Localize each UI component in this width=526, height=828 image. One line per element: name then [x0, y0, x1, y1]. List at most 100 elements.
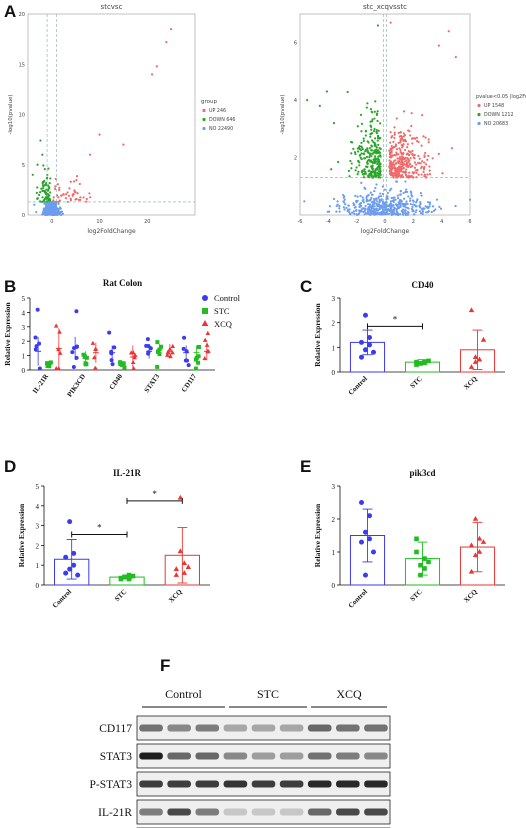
point-down	[41, 187, 45, 190]
data-point	[468, 542, 475, 548]
data-point	[70, 350, 75, 355]
data-point	[165, 349, 171, 355]
blot-band	[223, 724, 248, 732]
data-point	[57, 329, 62, 334]
y-tick-label: 3	[332, 295, 336, 303]
point-outlier	[31, 173, 34, 176]
point-ns	[379, 192, 382, 195]
point-ns	[399, 204, 402, 207]
point-ns	[353, 203, 356, 206]
point-ns	[414, 211, 417, 214]
data-point	[128, 350, 134, 355]
data-point	[67, 566, 73, 572]
data-point	[155, 349, 160, 354]
point-down	[370, 149, 373, 152]
legend-title: group	[201, 99, 217, 105]
point-ns	[394, 203, 398, 206]
volcano-plot-xcq-vs-stc: stc_xcqvsstc log2FoldChange -log10(pvalue)…	[280, 3, 526, 235]
panel-label-c: C	[300, 277, 312, 296]
point-up	[450, 147, 453, 150]
data-point	[371, 349, 376, 355]
point-up	[398, 147, 401, 150]
point-up	[65, 193, 68, 196]
point-ns	[338, 205, 341, 208]
point-up	[399, 137, 402, 141]
point-down	[370, 110, 373, 113]
point-down	[376, 162, 379, 166]
point-down	[41, 196, 44, 199]
bar-chart-il21r: IL-21R 0 1 2 3 4 5 Relative Expression Control ST…	[17, 468, 210, 610]
point-up	[399, 141, 402, 144]
chart-title: Rat Colon	[103, 278, 142, 288]
point-down	[370, 144, 373, 147]
blot-band	[364, 724, 388, 732]
point-up	[389, 156, 392, 159]
point-ns	[370, 196, 373, 200]
point-outlier	[305, 99, 309, 102]
data-point	[118, 360, 123, 365]
point-ns	[418, 210, 421, 213]
data-point	[414, 549, 419, 555]
point-down	[371, 167, 374, 171]
point-down	[48, 181, 51, 185]
data-point	[57, 350, 63, 355]
point-up	[413, 166, 417, 169]
point-down	[362, 139, 365, 143]
point-up	[390, 171, 393, 174]
point-ns	[398, 198, 401, 202]
point-up	[422, 135, 425, 138]
point-up	[422, 166, 426, 170]
blot-band	[251, 780, 276, 788]
point-up	[420, 173, 423, 176]
point-ns	[390, 196, 393, 200]
volcano-plot-stc-vs-c: stcvsc log2FoldChange -log10(pvalue) 0 10 20 0…	[8, 3, 235, 235]
point-down	[379, 154, 382, 157]
y-axis-label: Relative Expression	[3, 301, 12, 365]
y-tick-label: 1	[36, 562, 40, 570]
x-tick-label: XCQ	[462, 374, 479, 391]
point-up	[74, 191, 77, 194]
point-down	[377, 174, 380, 177]
data-point	[202, 337, 208, 342]
point-up	[390, 162, 393, 165]
blot-band	[167, 808, 191, 816]
data-point	[367, 334, 372, 340]
point-ns	[413, 203, 416, 207]
data-point	[186, 363, 191, 368]
significance-star: *	[152, 489, 157, 499]
scatter-points	[303, 21, 472, 217]
blot-band	[279, 752, 304, 760]
point-down	[378, 167, 381, 170]
data-point	[418, 562, 423, 568]
legend-marker	[477, 121, 481, 126]
y-tick-label: 2	[332, 516, 336, 524]
point-ns	[49, 208, 52, 211]
point-ns	[362, 201, 366, 204]
blot-band	[364, 808, 388, 816]
x-axis-label: log2FoldChange	[87, 228, 136, 235]
point-ns	[400, 199, 403, 203]
point-ns	[369, 213, 372, 217]
point-up	[411, 149, 414, 153]
data-point	[183, 358, 188, 363]
point-ns	[403, 197, 406, 200]
point-down	[42, 199, 46, 202]
point-ns	[411, 205, 414, 208]
point-ns	[392, 203, 395, 207]
point-down	[376, 168, 379, 171]
point-ns	[420, 194, 423, 197]
point-ns	[387, 212, 391, 215]
point-down	[377, 163, 381, 166]
blot-band	[307, 724, 332, 732]
scatter-points	[31, 27, 173, 217]
y-tick-label: 0	[22, 213, 25, 219]
point-up	[56, 183, 59, 186]
y-axis-label: Relative Expression	[17, 503, 26, 567]
point-ns	[369, 191, 372, 194]
point-up	[58, 186, 61, 189]
group-label: Control	[165, 687, 202, 701]
legend-entry: NO 22490	[209, 126, 233, 132]
point-down	[361, 148, 364, 151]
point-outlier	[389, 21, 392, 24]
point-up	[404, 173, 408, 177]
